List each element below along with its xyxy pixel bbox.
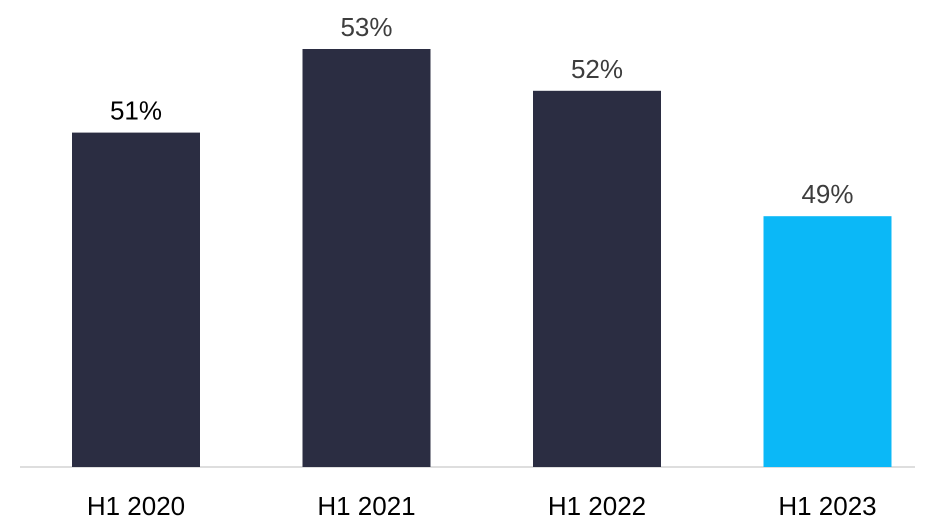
value-label-h1-2022: 52% (571, 54, 623, 84)
bars-group (72, 49, 892, 468)
category-label-h1-2021: H1 2021 (317, 491, 415, 521)
bar-h1-2022 (533, 90, 661, 468)
bar-h1-2020 (72, 132, 200, 467)
value-labels-group: 51% 53% 52% 49% (110, 12, 854, 209)
bar-h1-2023 (763, 216, 892, 467)
value-label-h1-2023: 49% (801, 179, 853, 209)
value-label-h1-2020: 51% (110, 96, 162, 126)
value-label-h1-2021: 53% (340, 12, 392, 42)
category-label-h1-2020: H1 2020 (87, 491, 185, 521)
category-label-h1-2023: H1 2023 (778, 491, 876, 521)
category-labels-group: H1 2020 H1 2021 H1 2022 H1 2023 (87, 491, 877, 521)
bar-h1-2021 (302, 49, 431, 467)
category-label-h1-2022: H1 2022 (548, 491, 646, 521)
